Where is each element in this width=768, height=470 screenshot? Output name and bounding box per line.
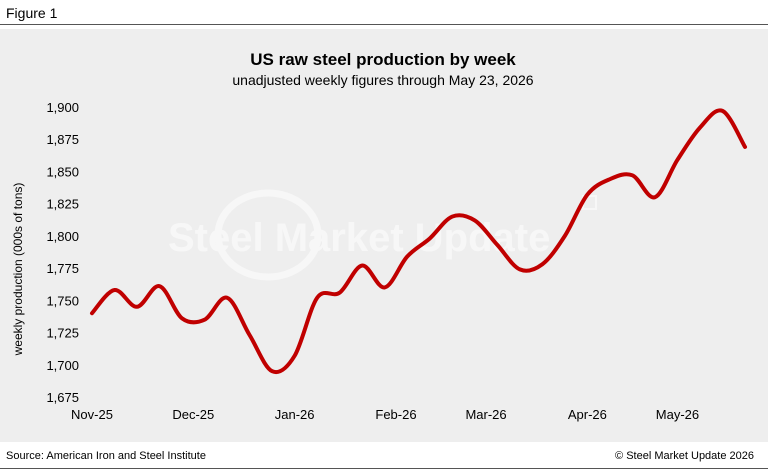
x-tick-label: Mar-26: [465, 407, 506, 422]
y-tick-label: 1,900: [46, 100, 79, 115]
x-tick-label: Nov-25: [71, 407, 113, 422]
production-series-line: [90, 108, 747, 375]
watermark-text: Steel Market Update: [168, 216, 550, 260]
y-tick-label: 1,675: [46, 390, 79, 405]
x-tick-label: May-26: [656, 407, 699, 422]
x-tick-label: Jan-26: [275, 407, 315, 422]
y-axis: 1,675 1,700 1,725 1,750 1,775 1,800 1,825 1,850…: [46, 100, 79, 405]
bottom-divider: [0, 468, 768, 469]
chart-panel: [0, 29, 768, 442]
x-axis: Nov-25 Dec-25 Jan-26 Feb-26 Mar-26 Apr-26 May-…: [71, 407, 699, 422]
watermark-logo: Steel Market Update: [168, 189, 597, 281]
y-tick-label: 1,750: [46, 293, 79, 308]
chart-title: US raw steel production by week: [250, 50, 516, 69]
chart-subtitle: unadjusted weekly figures through May 23…: [232, 72, 533, 88]
line-chart: US raw steel production by week unadjust…: [11, 50, 747, 422]
x-tick-label: Dec-25: [172, 407, 214, 422]
source-note: Source: American Iron and Steel Institut…: [6, 450, 206, 462]
x-tick-label: Feb-26: [375, 407, 416, 422]
plot-area: [90, 108, 747, 375]
y-tick-label: 1,825: [46, 197, 79, 212]
copyright-note: © Steel Market Update 2026: [615, 450, 754, 462]
y-tick-label: 1,875: [46, 132, 79, 147]
y-tick-label: 1,775: [46, 261, 79, 276]
x-tick-label: Apr-26: [568, 407, 607, 422]
top-divider: [0, 24, 768, 25]
figure-label: Figure 1: [6, 5, 58, 21]
y-axis-label: weekly production (000s of tons): [11, 183, 25, 357]
y-tick-label: 1,850: [46, 164, 79, 179]
y-tick-label: 1,725: [46, 326, 79, 341]
y-tick-label: 1,800: [46, 229, 79, 244]
y-tick-label: 1,700: [46, 358, 79, 373]
